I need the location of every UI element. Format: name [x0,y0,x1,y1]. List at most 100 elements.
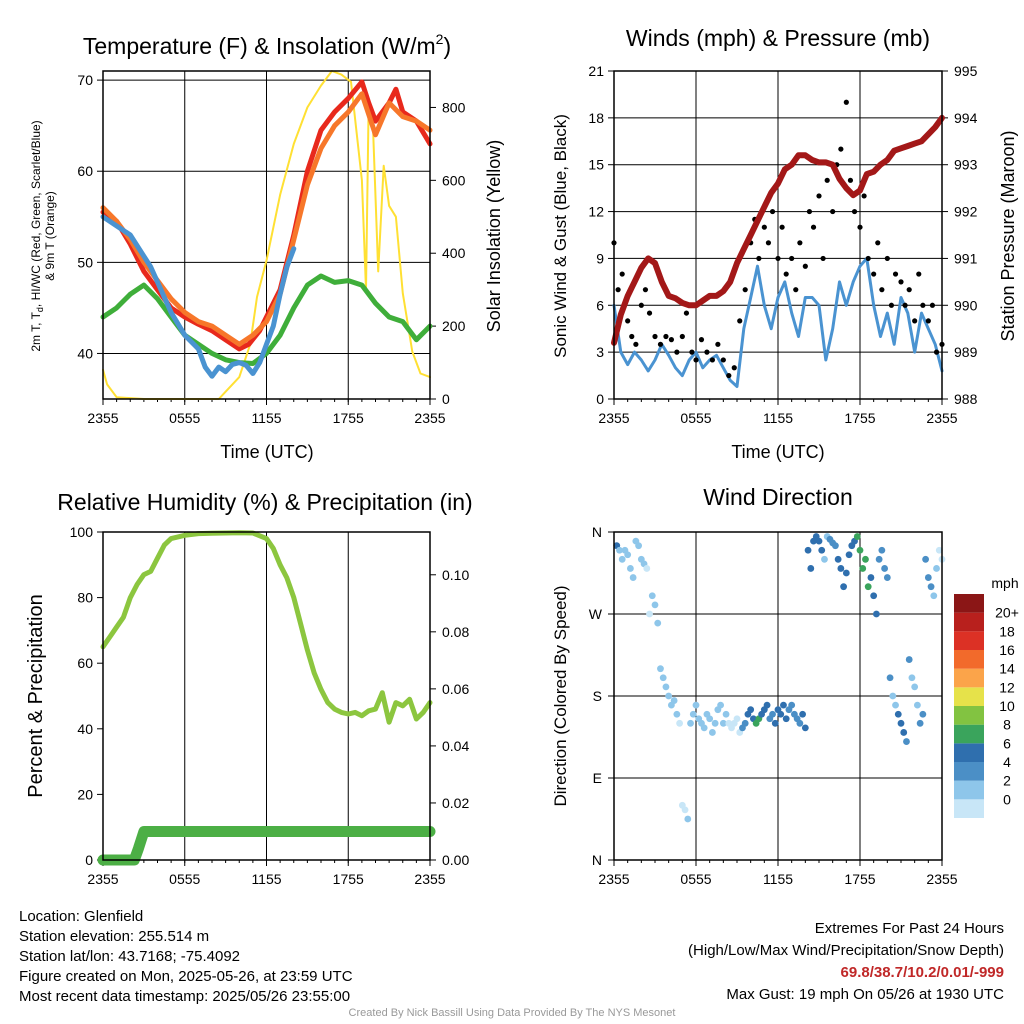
wind-gust-point [731,365,737,371]
temp-ytick-label-right: 0 [442,391,450,407]
colorbar-swatch [954,668,984,688]
colorbar-swatch [954,799,984,818]
wind-gust-point [761,224,767,230]
wind-gust-point [693,357,699,363]
dir-point [733,715,741,723]
wind-gust-point [633,341,639,347]
dir-point [870,592,878,600]
colorbar-swatch [954,631,984,650]
colorbar-swatch [954,687,984,706]
wind-gust-point [625,318,631,324]
credit-line: Created By Nick Bassill Using Data Provi… [348,1007,676,1019]
dir-point [801,724,809,732]
dir-point [903,738,910,745]
dir-point [629,574,637,581]
wind-gust-point [843,99,849,105]
colorbar-label: 6 [1003,735,1011,751]
wind-gust-point [925,318,931,324]
dir-point [922,555,929,563]
wind-ytick-label-right: 990 [954,297,978,313]
temp-dewpoint-line [100,273,433,366]
dir-point [916,719,924,727]
wind-gust-point [875,240,881,246]
dir-point [684,815,692,823]
wind-gust-point [920,302,926,308]
wind-gust-point [879,287,885,293]
rh-ytick-label-right: 0.04 [442,738,469,754]
wind-ylabel-right: Station Pressure (Maroon) [998,130,1018,341]
dir-point [788,701,796,709]
wind-ytick-label-right: 989 [954,344,978,360]
wind-ytick-label-right: 994 [954,110,978,126]
dir-point [834,555,842,563]
dir-point [897,719,905,727]
dir-point [681,806,689,814]
colorbar-swatch [954,743,984,762]
wind-xlabel: Time (UTC) [731,442,824,462]
wind-ytick-label-right: 992 [954,204,978,220]
rh-ytick-label: 20 [77,786,93,802]
wind-gust-point [861,193,867,199]
dir-point [930,592,938,600]
wind-gust-point [619,271,625,277]
temp-xlabel: Time (UTC) [220,442,313,462]
colorbar-label: 12 [999,679,1015,695]
wind-ytick-label: 9 [596,250,604,266]
colorbar-label: 0 [1003,791,1011,807]
dir-point [914,701,921,709]
wind-gust-point [916,271,922,277]
dir-xtick-label: 2355 [598,871,629,887]
wind-gust-point [683,310,690,316]
wind-gust-point [742,287,748,293]
dir-point [782,715,790,723]
dir-point [719,719,727,727]
dir-point [842,569,850,577]
dir-point [635,542,642,550]
dir-point [646,610,653,618]
colorbar-swatch [954,724,984,744]
dir-point [873,610,880,618]
wind-ytick-label: 6 [596,297,604,313]
dir-point [769,710,776,718]
colorbar-swatch [954,650,984,669]
dir-point [676,719,683,727]
wind-gust-point [668,337,675,343]
extremes-box: Extremes For Past 24 Hours (High/Low/Max… [688,918,1004,1006]
station-location: Location: Glenfield [19,908,144,925]
temp-ytick-label-right: 400 [442,245,466,261]
wind-gust-point [820,255,826,262]
dir-point [859,565,867,572]
wind-gust-point [884,255,890,262]
dir-point [657,665,664,673]
dir-point [935,546,943,554]
temp-frame [102,70,431,400]
dir-point [709,729,716,736]
dir-point [796,719,804,727]
dir-point [624,551,632,559]
wind-gust-point [674,349,680,355]
wind-gust-point [657,341,664,347]
dir-point [862,555,869,563]
dir-point [659,674,667,682]
temp-title: Temperature (F) & Insolation (W/m2) [83,31,451,59]
wind-ytick-label: 18 [588,110,604,126]
dir-point [875,555,883,563]
rh-ytick-label-right: 0.10 [442,567,469,583]
dir-point [706,715,714,723]
dir-point [894,710,902,718]
wind-xtick-label: 2355 [598,410,629,426]
wind-xtick-label: 1155 [763,410,793,426]
dir-point [689,710,697,718]
wind-gust-point [806,208,813,215]
wind-gust-point [652,333,658,340]
dir-xtick-label: 0555 [680,871,711,887]
dir-point [618,555,626,563]
wind-ytick-label-right: 993 [954,157,978,173]
dir-point [807,565,815,572]
dir-point [924,574,932,581]
dir-point [717,701,724,709]
dir-title: Wind Direction [703,484,853,510]
dir-point [933,565,940,572]
wind-gust-point [802,263,808,269]
